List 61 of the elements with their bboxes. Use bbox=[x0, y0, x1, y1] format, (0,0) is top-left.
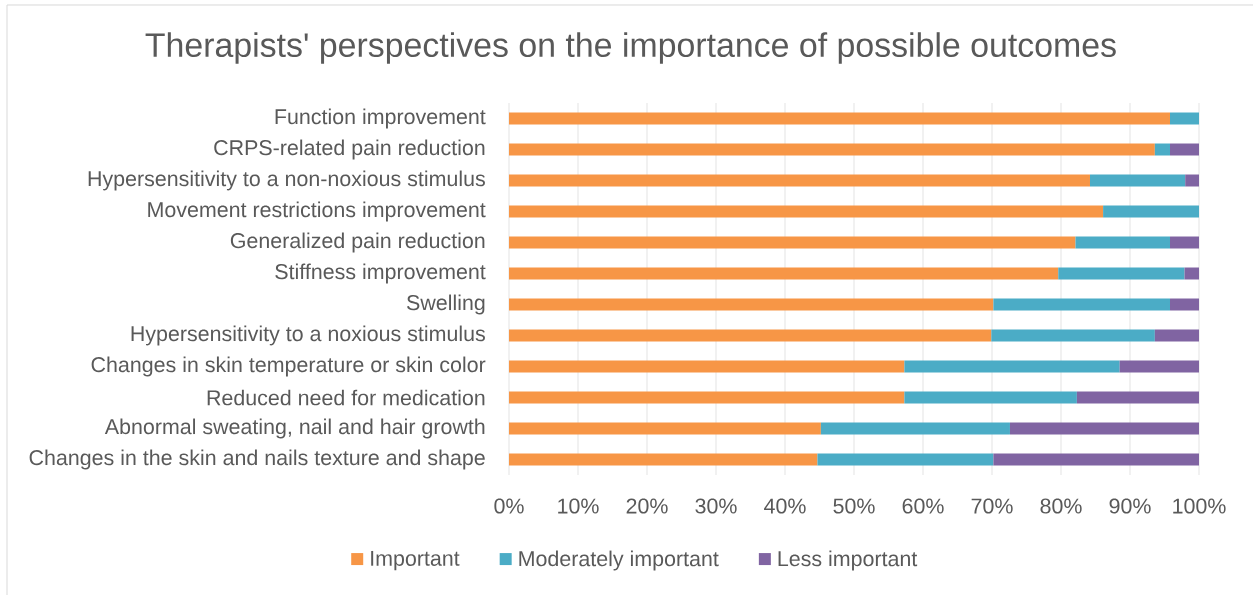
y-tick-label: Abnormal sweating, nail and hair growth bbox=[104, 418, 485, 439]
bar bbox=[1119, 360, 1200, 373]
y-tick-label: CRPS-related pain reduction bbox=[214, 139, 485, 160]
x-tick-label: 10% bbox=[558, 498, 599, 514]
bar bbox=[1089, 174, 1186, 187]
bar bbox=[509, 143, 1155, 156]
y-tick-label: Stiffness improvement bbox=[275, 263, 486, 284]
y-tick-label: Hypersensitivity to a noxious stimulus bbox=[131, 325, 485, 346]
x-tick-label: 70% bbox=[971, 498, 1013, 514]
bar bbox=[509, 267, 1059, 280]
y-tick-label: Reduced need for medication bbox=[207, 389, 485, 406]
bar bbox=[509, 236, 1076, 249]
bar bbox=[1170, 298, 1200, 311]
bar bbox=[1184, 267, 1200, 280]
bar bbox=[904, 360, 1120, 373]
bar bbox=[1009, 422, 1200, 435]
bar bbox=[904, 391, 1077, 404]
y-tick-label: Movement restrictions improvement bbox=[148, 201, 486, 222]
legend-label: Less important bbox=[778, 550, 918, 571]
legend-label: Moderately important bbox=[519, 550, 719, 571]
y-tick-label: Changes in skin temperature or skin color bbox=[91, 356, 486, 377]
x-tick-label: 60% bbox=[902, 498, 944, 514]
x-tick-label: 20% bbox=[626, 498, 668, 514]
bar bbox=[509, 298, 994, 311]
bar bbox=[509, 329, 992, 342]
x-tick-label: 0% bbox=[494, 498, 524, 514]
y-tick-label: Hypersensitivity to a non-noxious stimulus bbox=[88, 170, 485, 191]
bar bbox=[1058, 267, 1185, 280]
y-tick-label: Function improvement bbox=[275, 108, 486, 129]
bar bbox=[1076, 391, 1200, 404]
x-tick-label: 100% bbox=[1173, 498, 1226, 514]
bar bbox=[991, 329, 1155, 342]
bar bbox=[509, 391, 905, 404]
bar bbox=[820, 422, 1010, 435]
bar bbox=[1170, 236, 1200, 249]
x-tick-label: 80% bbox=[1040, 498, 1082, 514]
x-tick-label: 40% bbox=[764, 498, 806, 514]
bar bbox=[1154, 143, 1171, 156]
bar bbox=[1103, 205, 1200, 218]
bar bbox=[509, 112, 1171, 125]
legend-label: Important bbox=[371, 550, 460, 571]
bar bbox=[1185, 174, 1200, 187]
bar bbox=[509, 453, 818, 466]
y-tick-label: Generalized pain reduction bbox=[230, 232, 485, 253]
y-tick-label: Swelling bbox=[407, 294, 485, 315]
bar bbox=[509, 360, 905, 373]
x-tick-label: 30% bbox=[695, 498, 737, 514]
x-tick-label: 50% bbox=[833, 498, 875, 514]
bar bbox=[1170, 143, 1200, 156]
bar bbox=[993, 298, 1171, 311]
chart-title: Therapists' perspectives on the importance of possible outcomes bbox=[145, 32, 1116, 64]
bar bbox=[817, 453, 994, 466]
bar bbox=[1075, 236, 1171, 249]
bar bbox=[993, 453, 1200, 466]
bar bbox=[1170, 112, 1200, 125]
x-tick-label: 90% bbox=[1109, 498, 1151, 514]
bar bbox=[1154, 329, 1200, 342]
bar bbox=[509, 422, 821, 435]
bar bbox=[509, 205, 1104, 218]
y-tick-label: Changes in the skin and nails texture and shape bbox=[29, 449, 485, 470]
bar bbox=[509, 174, 1090, 187]
